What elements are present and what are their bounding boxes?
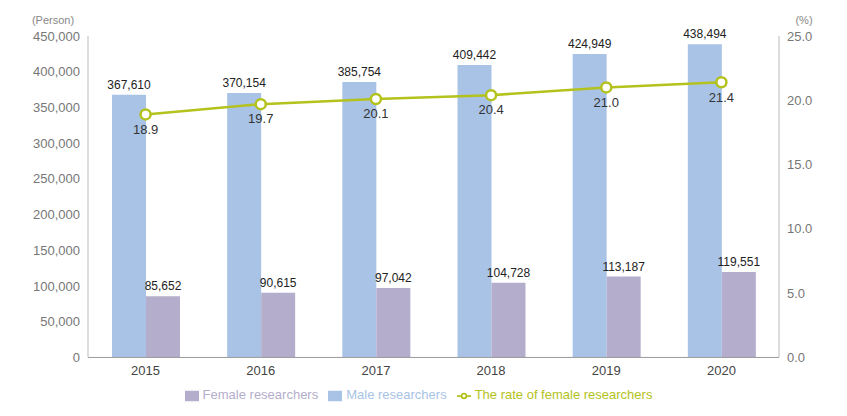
svg-text:385,754: 385,754: [338, 65, 382, 79]
svg-text:424,949: 424,949: [568, 37, 612, 51]
svg-text:0: 0: [73, 350, 80, 365]
svg-text:21.0: 21.0: [594, 95, 619, 110]
svg-text:113,187: 113,187: [602, 260, 645, 274]
svg-text:85,652: 85,652: [145, 279, 182, 293]
svg-text:20.1: 20.1: [363, 106, 388, 121]
html-text:The rate of female researchers: The rate of female researchers: [474, 387, 653, 403]
svg-text:119,551: 119,551: [718, 255, 761, 269]
svg-text:100,000: 100,000: [33, 279, 80, 294]
svg-text:367,610: 367,610: [107, 78, 151, 92]
svg-text:370,154: 370,154: [222, 76, 266, 90]
svg-text:400,000: 400,000: [33, 64, 80, 79]
svg-text:21.4: 21.4: [709, 90, 734, 105]
svg-text:2017: 2017: [361, 363, 390, 378]
svg-text:15.0: 15.0: [787, 157, 812, 172]
svg-text:350,000: 350,000: [33, 100, 80, 115]
html-text:Female researchers: Female researchers: [202, 387, 319, 403]
html-text:Male researchers: Male researchers: [346, 387, 447, 403]
svg-text:2020: 2020: [707, 363, 736, 378]
svg-text:450,000: 450,000: [33, 29, 80, 44]
svg-text:18.9: 18.9: [133, 122, 158, 137]
svg-text:150,000: 150,000: [33, 243, 80, 258]
svg-text:2018: 2018: [477, 363, 506, 378]
svg-text:2016: 2016: [246, 363, 275, 378]
svg-text:2015: 2015: [131, 363, 160, 378]
svg-text:10.0: 10.0: [787, 221, 812, 236]
svg-text:250,000: 250,000: [33, 171, 80, 186]
svg-text:90,615: 90,615: [260, 276, 297, 290]
svg-text:0.0: 0.0: [787, 350, 805, 365]
svg-text:104,728: 104,728: [487, 266, 531, 280]
svg-text:97,042: 97,042: [375, 271, 412, 285]
svg-text:300,000: 300,000: [33, 136, 80, 151]
svg-text:50,000: 50,000: [40, 314, 80, 329]
svg-text:438,494: 438,494: [683, 27, 727, 41]
svg-text:409,442: 409,442: [453, 48, 497, 62]
svg-text:25.0: 25.0: [787, 29, 812, 44]
svg-text:(Person): (Person): [32, 14, 74, 26]
svg-text:20.4: 20.4: [478, 102, 503, 117]
svg-text:200,000: 200,000: [33, 207, 80, 222]
svg-text:5.0: 5.0: [787, 286, 805, 301]
svg-text:19.7: 19.7: [248, 111, 273, 126]
svg-text:(%): (%): [795, 14, 812, 26]
svg-text:2019: 2019: [592, 363, 621, 378]
svg-text:20.0: 20.0: [787, 93, 812, 108]
